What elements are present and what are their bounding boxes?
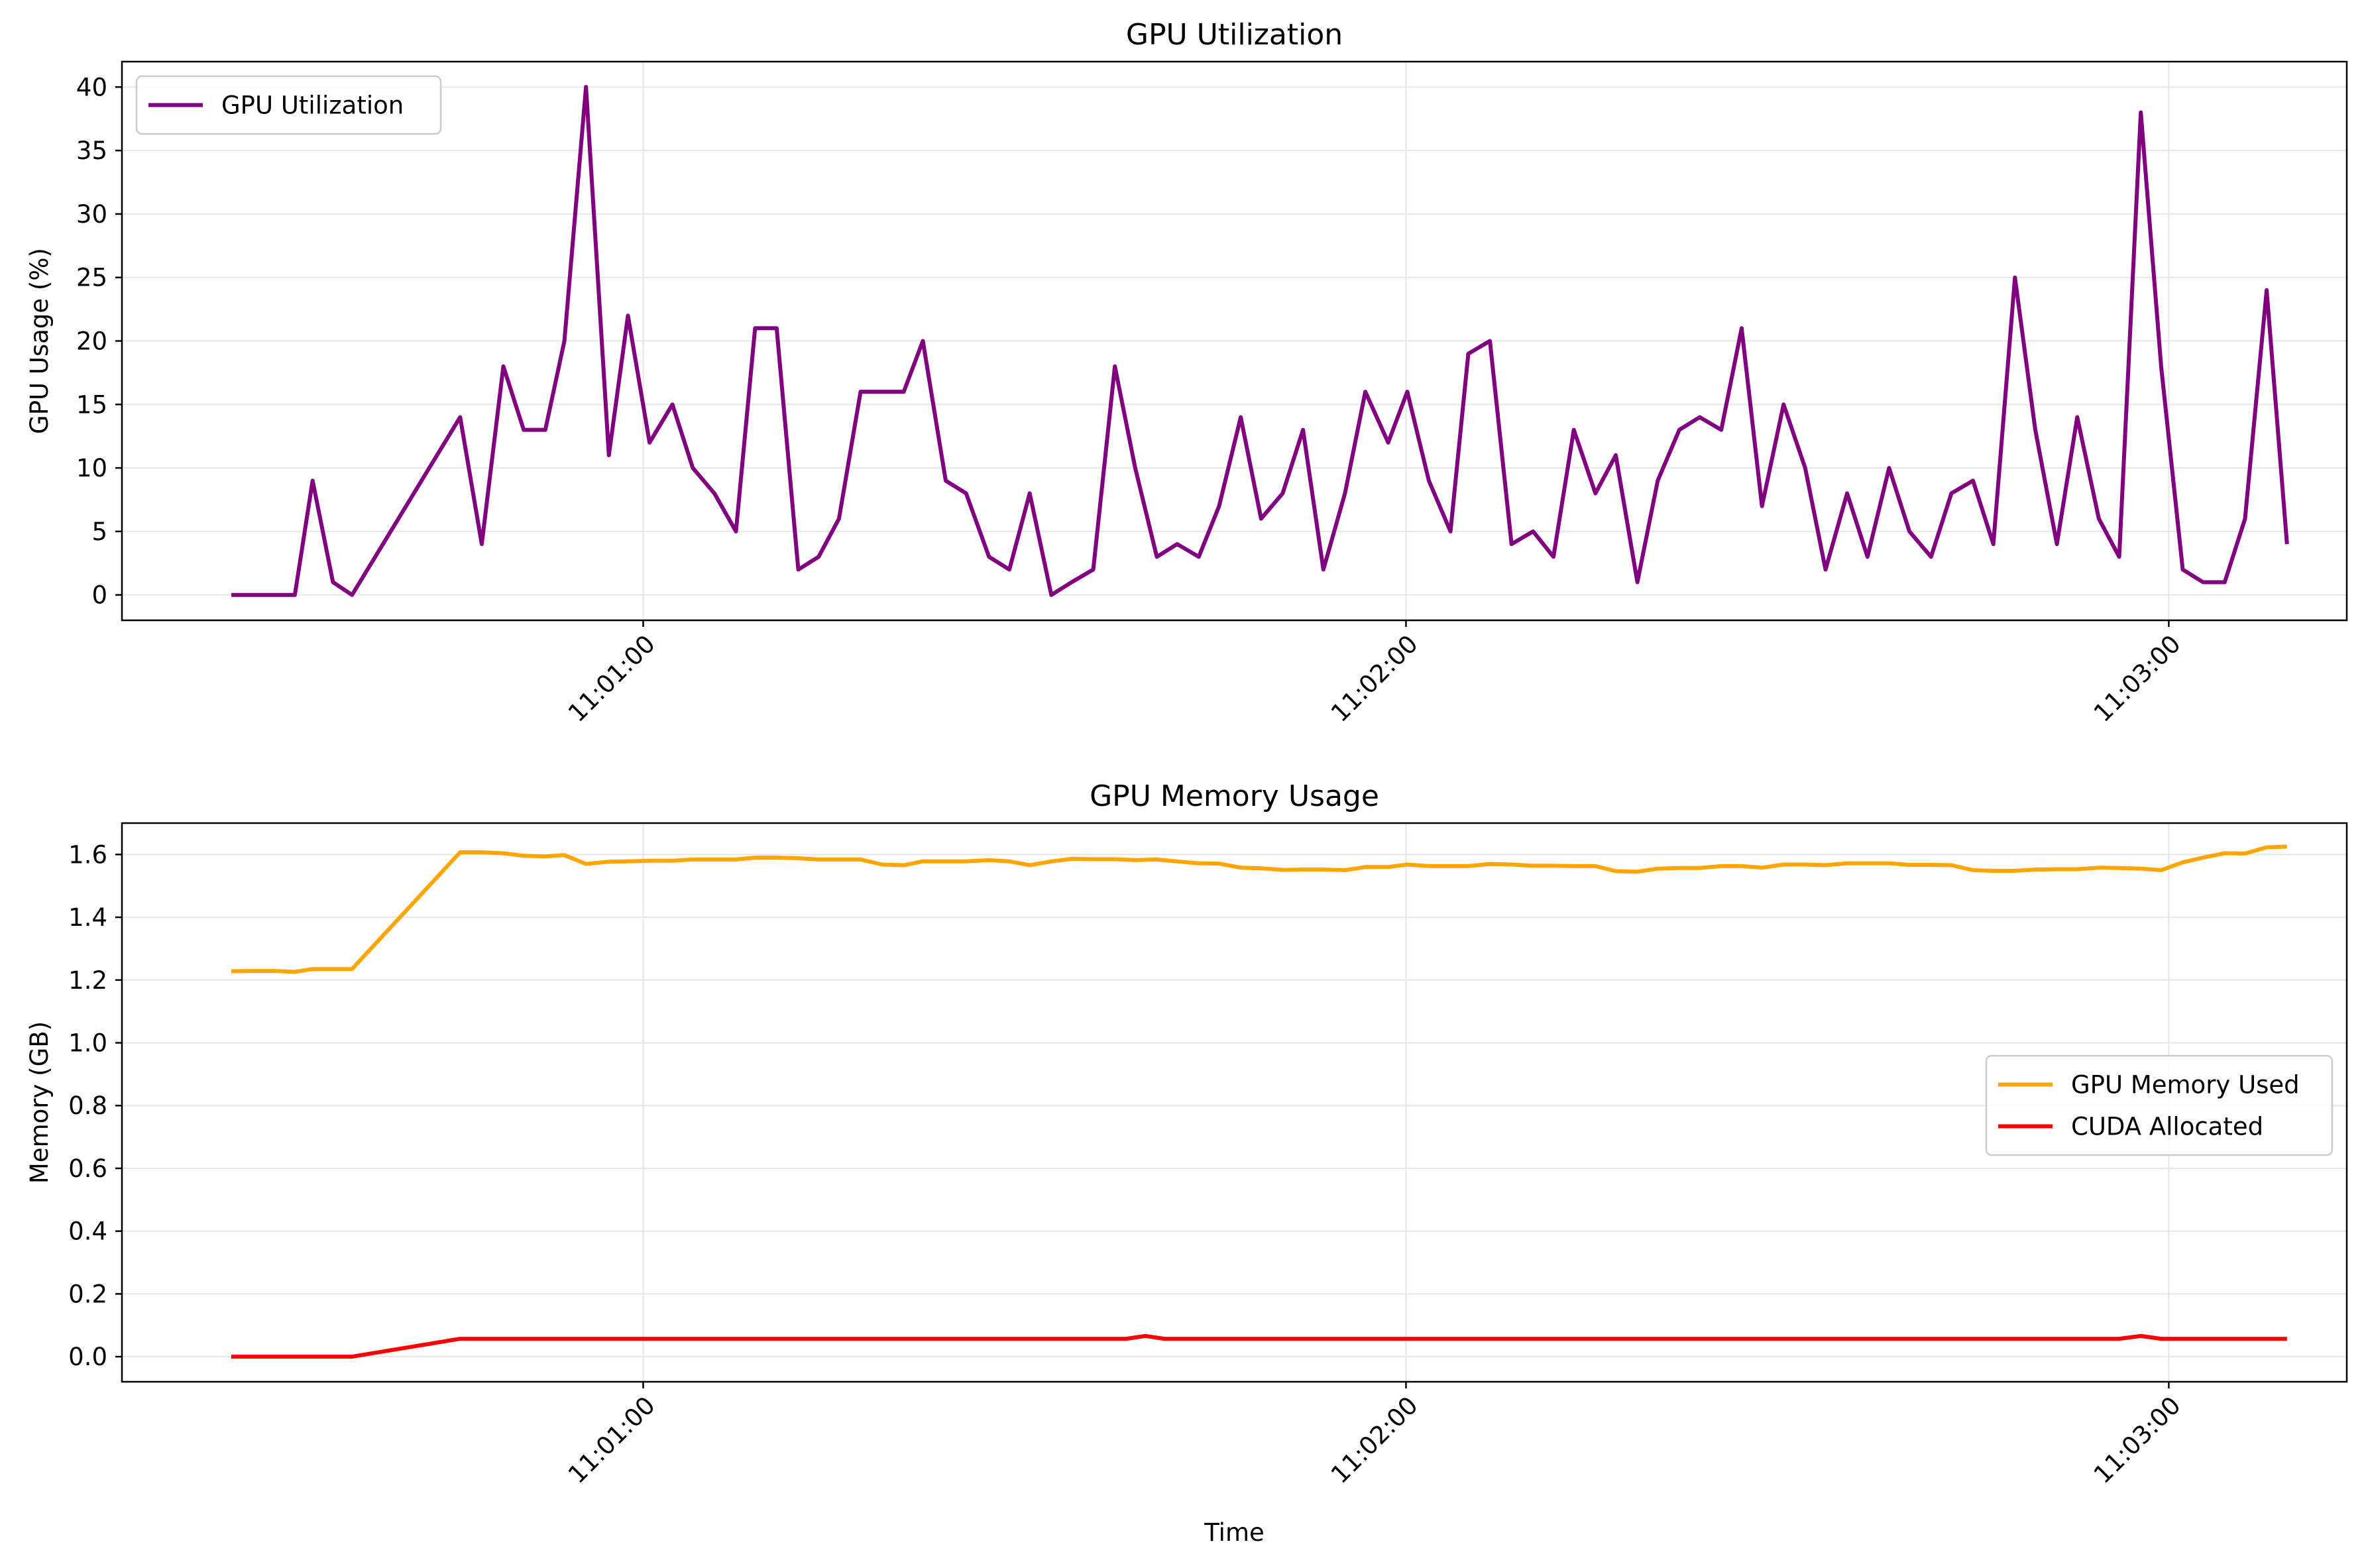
series-line-cuda-allocated xyxy=(231,1333,2287,1359)
chart-title: GPU Memory Usage xyxy=(1090,779,1379,813)
y-tick-label: 25 xyxy=(76,264,107,292)
y-tick-label: 1.0 xyxy=(68,1029,107,1058)
x-tick-label: 11:03:00 xyxy=(2088,630,2186,728)
y-tick-label: 1.6 xyxy=(68,840,107,869)
y-tick-label: 0.0 xyxy=(68,1343,107,1371)
axes-frame xyxy=(121,822,2348,1383)
y-tick-label: 0.4 xyxy=(68,1217,107,1246)
x-tick-label: 11:02:00 xyxy=(1325,630,1424,728)
legend-box xyxy=(1985,1054,2334,1156)
legend-box xyxy=(135,75,442,135)
chart-title: GPU Utilization xyxy=(1126,18,1343,52)
x-tick-label: 11:01:00 xyxy=(563,1391,661,1489)
y-tick-label: 35 xyxy=(76,137,107,165)
y-tick-label: 10 xyxy=(76,454,107,482)
legend-label: CUDA Allocated xyxy=(2071,1113,2263,1141)
legend-label: GPU Memory Used xyxy=(2071,1071,2300,1099)
y-axis-label: Memory (GB) xyxy=(25,1021,54,1184)
y-tick-label: 1.4 xyxy=(68,903,107,932)
legend-label: GPU Utilization xyxy=(221,91,404,120)
y-tick-label: 0.6 xyxy=(68,1154,107,1183)
y-axis-label: GPU Usage (%) xyxy=(25,248,54,434)
y-tick-label: 20 xyxy=(76,327,107,356)
x-axis-label: Time xyxy=(1204,1518,1265,1547)
y-tick-label: 15 xyxy=(76,390,107,419)
y-tick-label: 1.2 xyxy=(68,966,107,995)
y-tick-label: 0.8 xyxy=(68,1092,107,1120)
series-line-gpu-memory-used xyxy=(231,844,2287,974)
y-tick-label: 5 xyxy=(91,518,107,546)
y-tick-label: 40 xyxy=(76,73,107,101)
y-tick-label: 30 xyxy=(76,200,107,229)
y-tick-label: 0.2 xyxy=(68,1280,107,1308)
x-tick-label: 11:01:00 xyxy=(563,630,661,728)
series-line-gpu-utilization xyxy=(231,85,2289,597)
y-tick-label: 0 xyxy=(91,581,107,610)
x-tick-label: 11:02:00 xyxy=(1325,1391,1424,1489)
x-tick-label: 11:03:00 xyxy=(2088,1391,2186,1489)
